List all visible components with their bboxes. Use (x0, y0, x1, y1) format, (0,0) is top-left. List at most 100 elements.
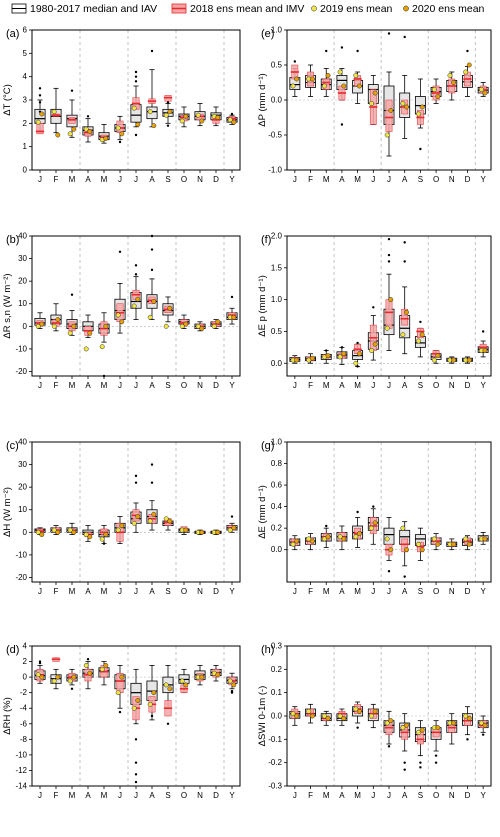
y2020-point (404, 104, 409, 110)
y-tick-label: 4 (23, 72, 28, 81)
outlier-point (387, 260, 391, 263)
x-tick-label: S (418, 587, 423, 596)
x-tick-label: J (387, 175, 391, 184)
x-tick-label: J (387, 381, 391, 390)
y-tick-label: 6 (23, 26, 28, 35)
y2019-point (99, 344, 105, 350)
y2019-point (369, 348, 374, 353)
x-tick-label: N (197, 791, 203, 800)
y2019-point (353, 706, 359, 712)
y-tick-label: 20 (18, 483, 27, 492)
y2020-point (388, 297, 394, 303)
x-tick-label: F (54, 381, 59, 390)
y2020-point (404, 547, 409, 553)
outlier-point (356, 49, 359, 53)
x-tick-label: J (387, 587, 391, 596)
y2020-point (466, 62, 472, 68)
y2020-point (404, 722, 409, 728)
x-tick-label: S (165, 175, 170, 184)
plot-frame (286, 441, 492, 583)
y2019-point (195, 323, 201, 329)
y2020-point (135, 697, 141, 703)
y2019-point (447, 73, 453, 78)
y2019-point (369, 525, 374, 531)
y2019-point (67, 527, 73, 533)
y2020-point (372, 708, 378, 714)
y-tick-label: 0.6 (271, 481, 283, 490)
iav-box (383, 527, 395, 545)
panel-letter: (c) (6, 440, 19, 452)
panel-letter: (h) (261, 644, 274, 656)
outlier-point (372, 505, 375, 508)
y-tick-label: 5 (23, 49, 28, 58)
x-tick-label: M (69, 381, 76, 390)
y2019-point (131, 303, 137, 309)
outlier-point (134, 133, 138, 137)
x-tick-label: N (449, 175, 455, 184)
y-tick-label: -10 (15, 750, 27, 759)
outlier-point (356, 726, 359, 729)
x-tick-label: M (101, 175, 108, 184)
y2020-point (482, 536, 488, 542)
outlier-point (166, 722, 170, 725)
y2019-point (384, 536, 390, 542)
y-tick-label: 0 (23, 322, 28, 331)
y-tick-label: 0 (23, 673, 28, 682)
outlier-point (86, 658, 90, 661)
plot-frame (31, 645, 241, 787)
y-tick-label: 40 (18, 232, 27, 241)
x-tick-label: O (433, 587, 439, 596)
x-tick-label: J (293, 791, 297, 800)
y2019-point (369, 713, 374, 719)
y2020-point (325, 715, 331, 721)
x-tick-label: O (433, 381, 439, 390)
x-tick-label: F (308, 587, 313, 596)
y2020-point (404, 309, 409, 315)
y2020-point (294, 76, 300, 82)
y2020-point (466, 715, 472, 721)
y2020-point (341, 536, 347, 542)
y2019-point (227, 678, 233, 684)
x-tick-label: Y (480, 175, 486, 184)
outlier-point (419, 766, 422, 769)
y2020-point (451, 541, 457, 547)
x-tick-label: J (371, 791, 375, 800)
panel-letter: (b) (6, 234, 19, 246)
y2019-point (115, 527, 121, 533)
y2019-point (131, 520, 137, 526)
outlier-point (134, 264, 138, 267)
outlier-point (150, 714, 154, 718)
outlier-point (403, 241, 406, 244)
x-tick-label: M (354, 381, 361, 390)
x-tick-label: J (118, 587, 122, 596)
y2019-point (384, 132, 390, 138)
y-tick-label: -10 (15, 344, 27, 353)
x-tick-label: J (371, 175, 375, 184)
y2019-point (35, 119, 41, 125)
y2019-point (369, 101, 374, 106)
y2019-point (35, 323, 41, 329)
y2019-point (83, 662, 89, 668)
y2019-point (35, 672, 41, 678)
y-tick-label: 0.0 (271, 712, 283, 721)
x-tick-label: D (213, 791, 219, 800)
y2019-point (115, 125, 121, 131)
y2020-point (183, 527, 189, 533)
y-tick-label: -1.0 (268, 166, 282, 175)
y-tick-label: -20 (15, 573, 27, 582)
y2020-point (55, 674, 61, 680)
y2019-point (51, 109, 57, 115)
x-tick-label: M (101, 381, 108, 390)
y2019-point (463, 713, 469, 719)
y2019-point (321, 536, 327, 542)
legend-2020-dot (403, 5, 409, 12)
y2019-point (179, 118, 185, 124)
x-tick-label: J (293, 175, 297, 184)
x-tick-label: N (197, 175, 203, 184)
outlier-point (419, 147, 422, 151)
y2020-point (199, 326, 205, 332)
outlier-point (387, 745, 391, 748)
y2019-point (211, 323, 217, 329)
